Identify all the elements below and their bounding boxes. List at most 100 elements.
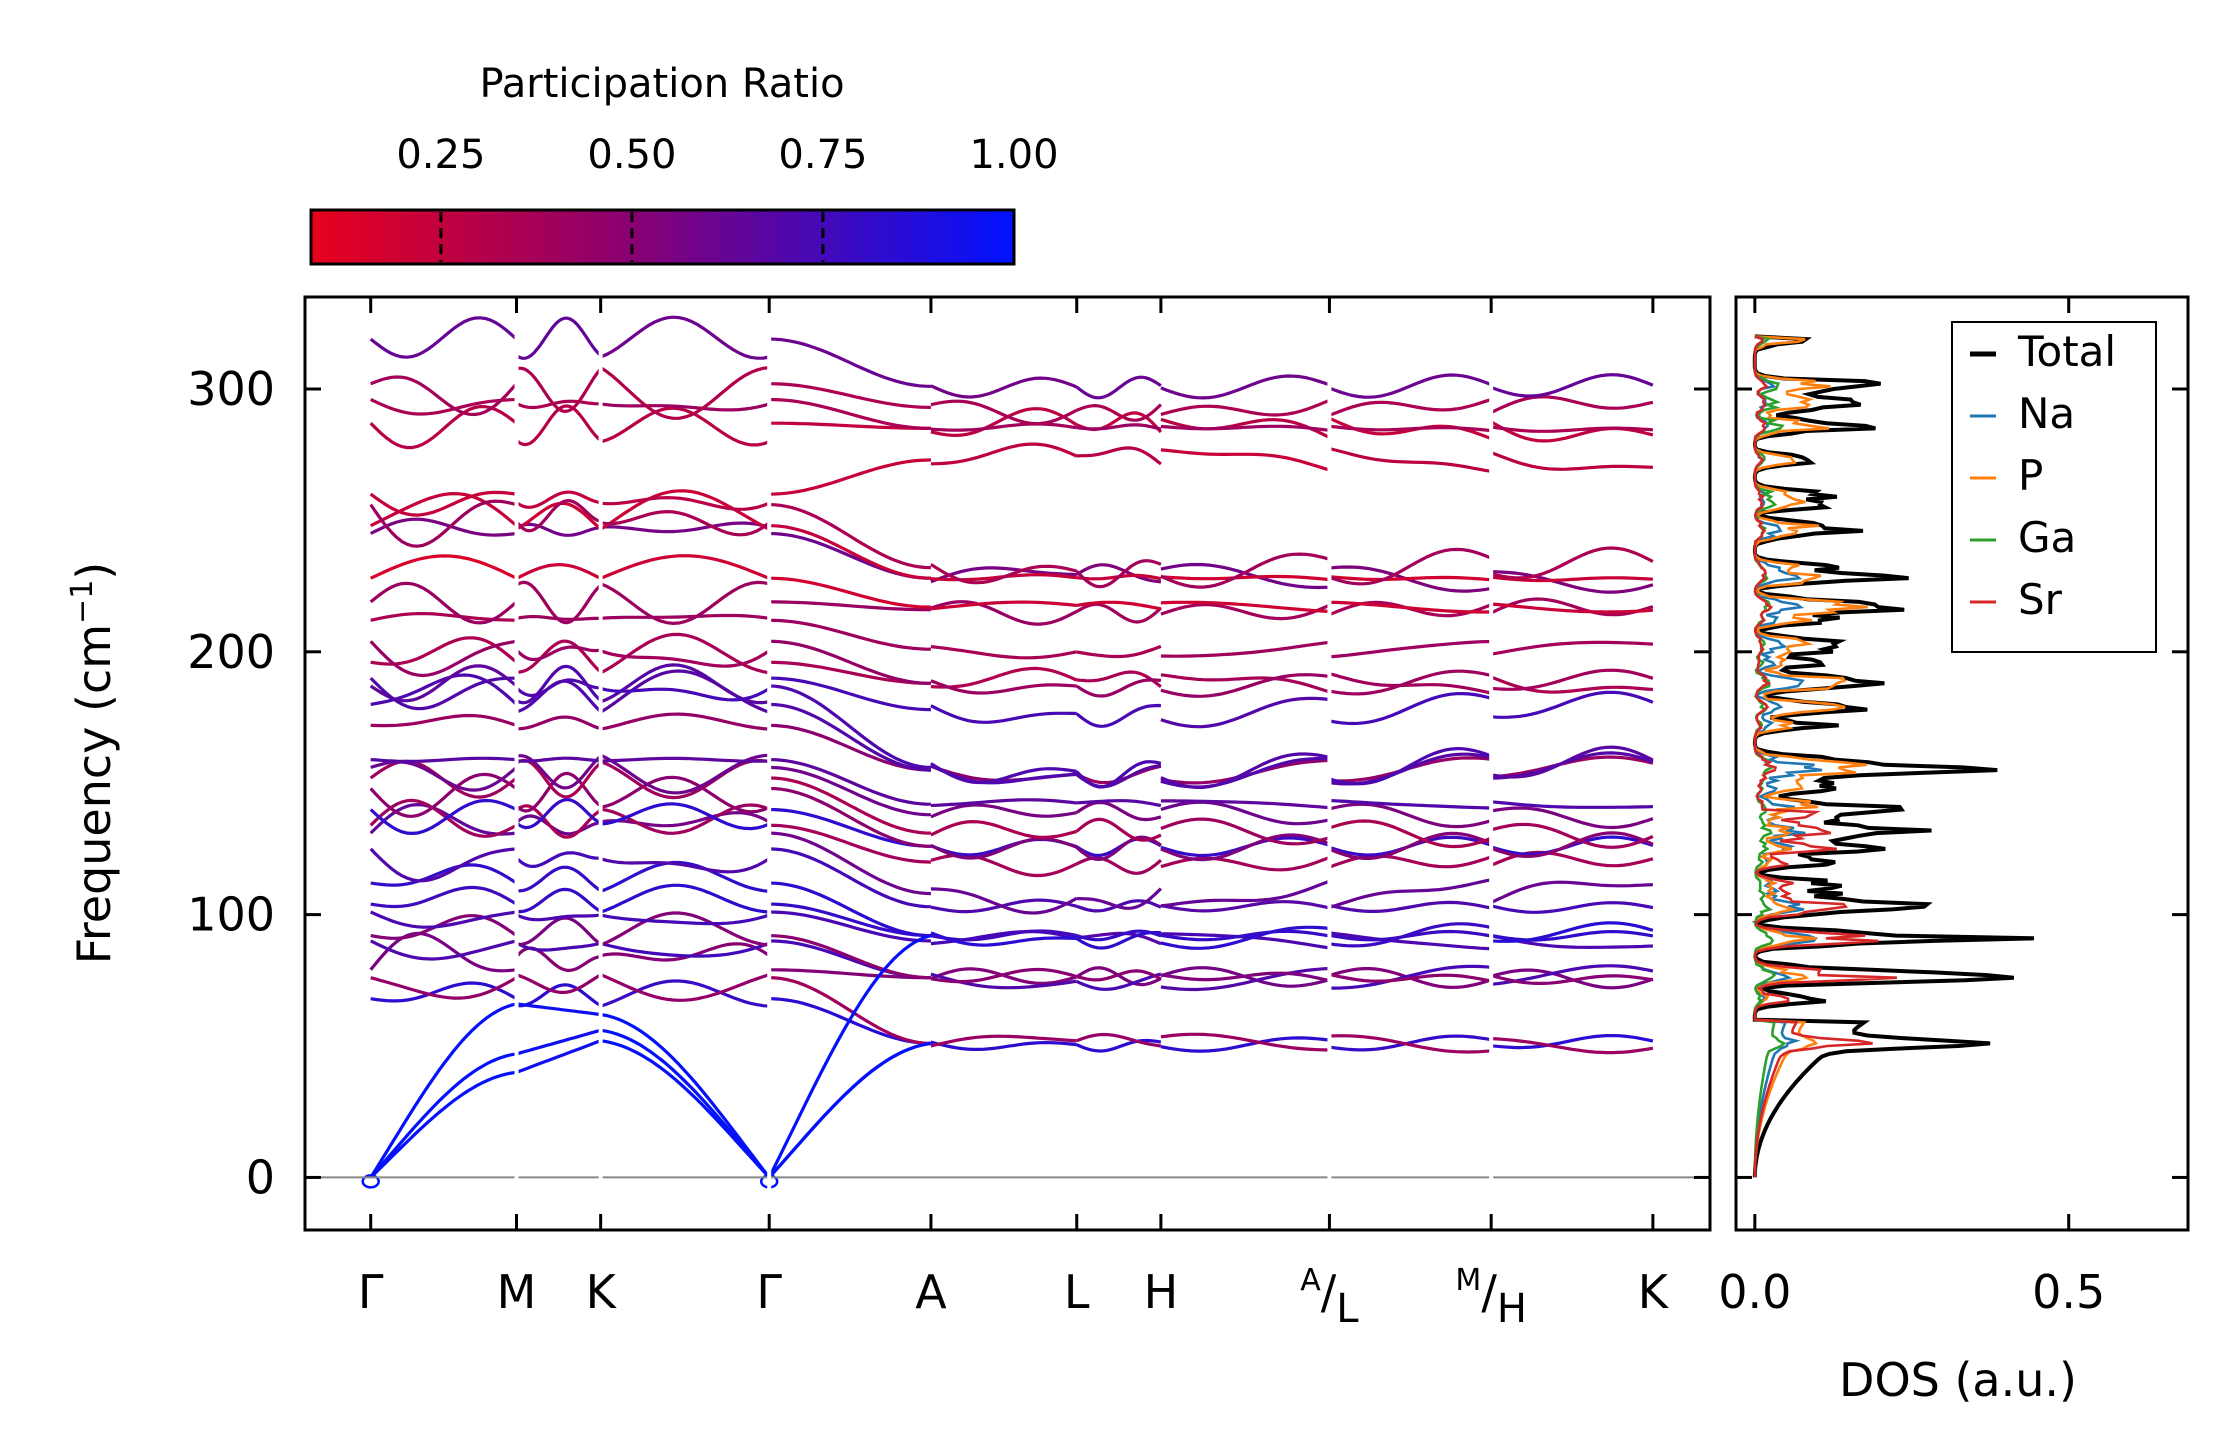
band-line <box>515 562 602 580</box>
band-line <box>1490 831 1654 859</box>
band-line <box>369 499 517 548</box>
band-line <box>1160 374 1330 400</box>
band-line <box>1329 1034 1492 1054</box>
band-line <box>1329 575 1492 582</box>
band-line <box>1329 931 1492 951</box>
band-line <box>600 979 770 1008</box>
band-line <box>930 931 1077 947</box>
band-line <box>1329 600 1492 614</box>
band-line <box>1491 800 1653 809</box>
band-line <box>600 554 770 580</box>
band-line <box>370 976 518 1000</box>
ylabel-sup: −1 <box>65 580 100 624</box>
band-line <box>600 803 770 835</box>
ylabel-main: Frequency (cm <box>67 624 121 964</box>
band-line <box>516 639 602 674</box>
band-line <box>370 910 517 929</box>
band-line <box>769 531 931 580</box>
band-line <box>1329 424 1492 433</box>
band-line <box>930 887 1078 915</box>
acoustic-band-line <box>516 1028 602 1056</box>
band-line <box>600 613 770 620</box>
band-line <box>769 831 931 896</box>
band-line <box>369 798 518 836</box>
band-line <box>769 600 931 612</box>
dos-axis-ticks: 0.0 0.5 <box>1718 297 2188 1319</box>
band-line <box>930 853 1078 878</box>
band-line <box>930 929 1078 942</box>
band-line <box>1160 799 1330 810</box>
legend-label: Sr <box>2018 575 2063 624</box>
band-line <box>930 803 1077 819</box>
band-line <box>769 503 931 570</box>
band-line <box>769 934 931 980</box>
band-line <box>600 942 771 962</box>
kpoint-label: L <box>1064 1265 1090 1319</box>
band-line <box>1160 879 1330 908</box>
band-line <box>369 639 517 678</box>
acoustic-band-line <box>515 1039 602 1074</box>
band-line <box>1160 971 1330 983</box>
band-line <box>1075 817 1162 842</box>
band-line <box>600 649 771 668</box>
band-line <box>516 756 601 763</box>
gamma-loop <box>361 1174 380 1189</box>
band-line <box>1076 1032 1162 1048</box>
band-line <box>1490 745 1654 779</box>
y-tick-label: 100 <box>187 888 275 942</box>
band-line <box>370 939 517 961</box>
band-line <box>600 495 770 511</box>
band-line <box>370 554 518 580</box>
band-line <box>1160 640 1330 658</box>
colorbar-title: Participation Ratio <box>479 61 844 107</box>
band-line <box>1075 800 1162 822</box>
band-line <box>1490 597 1654 617</box>
band-line <box>515 851 601 868</box>
band-line <box>1160 448 1330 472</box>
band-line <box>769 758 931 806</box>
colorbar-tick-label: 0.75 <box>778 132 867 178</box>
band-line <box>369 490 517 517</box>
band-line <box>1491 602 1654 614</box>
band-line <box>1490 546 1654 580</box>
band-line <box>600 315 770 360</box>
band-line <box>1076 972 1162 991</box>
band-line <box>930 422 1077 432</box>
band-line <box>1490 901 1654 914</box>
band-line <box>930 376 1078 399</box>
legend-label: P <box>2018 451 2043 500</box>
dos-axes-frame <box>1734 295 2190 1232</box>
band-line <box>600 973 770 1002</box>
band-line <box>1328 746 1492 786</box>
kpoint-label: A/L <box>1300 1263 1359 1332</box>
band-line <box>1160 696 1330 729</box>
band-line <box>1076 446 1162 466</box>
band-line <box>1160 925 1330 950</box>
band-line <box>1491 690 1654 719</box>
band-line <box>516 715 602 731</box>
acoustic-band-line <box>369 1070 517 1179</box>
band-line <box>516 973 602 994</box>
band-line <box>600 687 771 702</box>
band-line <box>769 618 931 651</box>
colorbar-tick-label: 1.00 <box>969 132 1058 178</box>
band-line <box>769 639 931 685</box>
band-line <box>1329 669 1492 696</box>
band-line <box>515 316 602 360</box>
band-line <box>600 913 770 926</box>
band-line <box>515 804 602 839</box>
band-line <box>515 580 602 625</box>
band-line <box>600 857 771 874</box>
band-line <box>369 316 518 359</box>
band-line <box>1160 929 1330 942</box>
band-line <box>515 645 601 662</box>
band-line <box>515 399 601 410</box>
band-lines <box>307 297 1710 1230</box>
colorbar-tick-label: 0.50 <box>587 132 676 178</box>
band-line <box>1490 640 1654 656</box>
band-line <box>600 580 770 626</box>
band-line <box>930 600 1077 611</box>
band-line <box>516 865 602 893</box>
band-line <box>769 847 931 909</box>
